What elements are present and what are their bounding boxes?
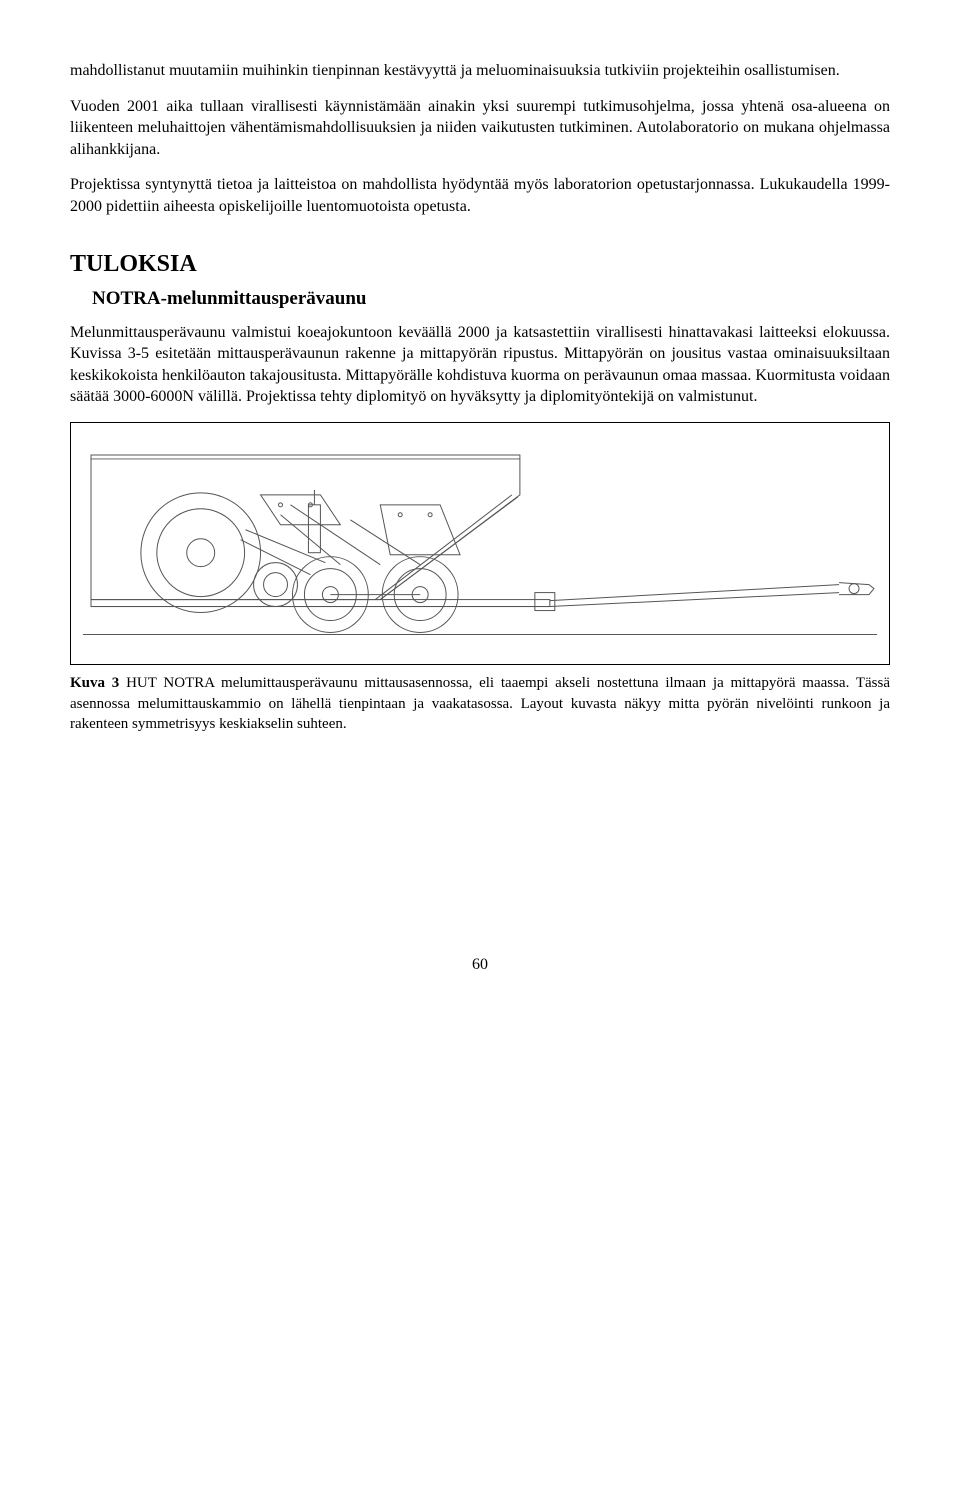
caption-lead: Kuva 3 <box>70 675 119 691</box>
heading-level-2: NOTRA-melunmittausperävaunu <box>92 286 890 312</box>
heading-level-1: TULOKSIA <box>70 248 890 280</box>
figure-caption: Kuva 3 HUT NOTRA melumittausperävaunu mi… <box>70 673 890 734</box>
body-paragraph: Projektissa syntynyttä tietoa ja laittei… <box>70 174 890 217</box>
caption-text: HUT NOTRA melumittausperävaunu mittausas… <box>70 675 890 732</box>
body-paragraph: mahdollistanut muutamiin muihinkin tienp… <box>70 60 890 82</box>
trailer-diagram <box>81 435 879 654</box>
body-paragraph: Melunmittausperävaunu valmistui koeajoku… <box>70 322 890 408</box>
body-paragraph: Vuoden 2001 aika tullaan virallisesti kä… <box>70 96 890 161</box>
figure-frame <box>70 422 890 665</box>
page-number: 60 <box>70 954 890 976</box>
